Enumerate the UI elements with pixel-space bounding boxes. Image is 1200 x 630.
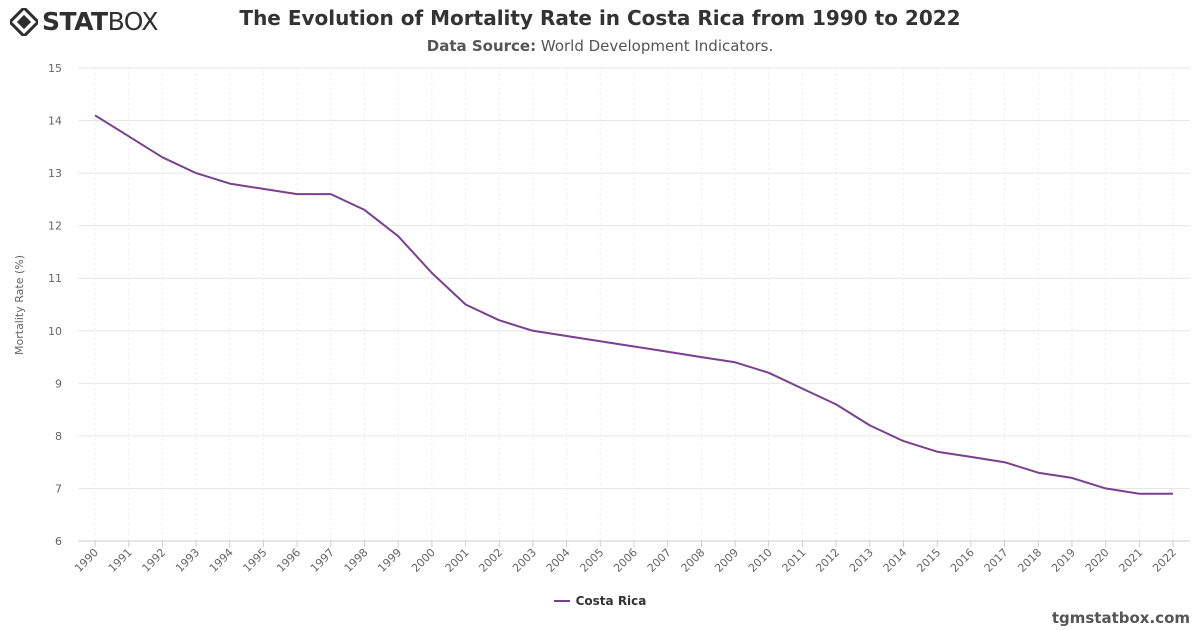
y-tick-label: 15 — [48, 62, 62, 75]
x-tick-label: 1990 — [72, 546, 101, 575]
y-axis-ticks: 6 7 8 9 10 11 12 13 14 15 — [48, 62, 62, 548]
statbox-logo[interactable]: STATBOX — [10, 6, 159, 38]
footer-site[interactable]: tgmstatbox.com — [1051, 609, 1190, 627]
x-tick-label: 2003 — [510, 546, 539, 575]
diamond-logo-icon — [10, 8, 38, 36]
x-tick-label: 2006 — [611, 546, 640, 575]
series-group — [94, 114, 1173, 495]
x-tick-label: 2007 — [645, 546, 674, 575]
x-tick-label: 2011 — [780, 546, 809, 575]
x-tick-label: 2020 — [1083, 546, 1112, 575]
x-tick-label: 2017 — [982, 546, 1011, 575]
logo-text-stat: STAT — [42, 7, 108, 36]
x-tick-label: 2018 — [1015, 546, 1044, 575]
x-tick-label: 2014 — [881, 546, 910, 575]
y-tick-label: 11 — [48, 272, 62, 285]
x-tick-label: 1998 — [342, 546, 371, 575]
x-tick-label: 2019 — [1049, 546, 1078, 575]
x-tick-label: 2013 — [847, 546, 876, 575]
x-tick-label: 2010 — [746, 546, 775, 575]
x-axis-ticks: 1990 1991 1992 1993 1994 1995 1996 1997 1998 1999… — [72, 541, 1179, 575]
x-tick-label: 1999 — [375, 546, 404, 575]
x-tick-label: 2002 — [476, 546, 505, 575]
x-tick-label: 1991 — [106, 546, 135, 575]
source-value: World Development Indicators. — [540, 37, 774, 55]
x-tick-label: 2012 — [813, 546, 842, 575]
x-tick-label: 1993 — [173, 546, 202, 575]
chart-subtitle: Data Source: World Development Indicator… — [0, 37, 1200, 55]
y-tick-label: 7 — [55, 482, 62, 495]
y-tick-label: 10 — [48, 325, 62, 338]
x-tick-label: 1994 — [207, 546, 236, 575]
x-tick-label: 1997 — [308, 546, 337, 575]
y-axis-title: Mortality Rate (%) — [13, 255, 26, 355]
legend[interactable]: Costa Rica — [0, 594, 1200, 608]
y-tick-label: 13 — [48, 167, 62, 180]
chart-title: The Evolution of Mortality Rate in Costa… — [239, 6, 961, 30]
legend-item-costa-rica[interactable]: Costa Rica — [575, 594, 647, 608]
x-tick-label: 2004 — [544, 546, 573, 575]
y-tick-label: 12 — [48, 220, 62, 233]
series-line-costa-rica[interactable] — [94, 114, 1173, 495]
x-tick-label: 2021 — [1116, 546, 1145, 575]
y-tick-label: 9 — [55, 377, 62, 390]
x-tick-label: 1995 — [241, 546, 270, 575]
x-tick-label: 2008 — [679, 546, 708, 575]
x-tick-label: 2000 — [409, 546, 438, 575]
y-tick-label: 6 — [55, 535, 62, 548]
x-tick-label: 2005 — [577, 546, 606, 575]
x-tick-label: 2016 — [948, 546, 977, 575]
y-tick-label: 8 — [55, 430, 62, 443]
legend-swatch — [553, 600, 570, 602]
logo-text-box: BOX — [107, 7, 159, 36]
x-tick-label: 2009 — [712, 546, 741, 575]
source-label: Data Source: — [426, 37, 537, 55]
y-tick-label: 14 — [48, 115, 62, 128]
x-tick-label: 1996 — [274, 546, 303, 575]
gridlines — [78, 67, 1190, 541]
x-tick-label: 2015 — [914, 546, 943, 575]
x-tick-label: 1992 — [140, 546, 169, 575]
x-tick-label: 2022 — [1150, 546, 1179, 575]
x-tick-label: 2001 — [443, 546, 472, 575]
